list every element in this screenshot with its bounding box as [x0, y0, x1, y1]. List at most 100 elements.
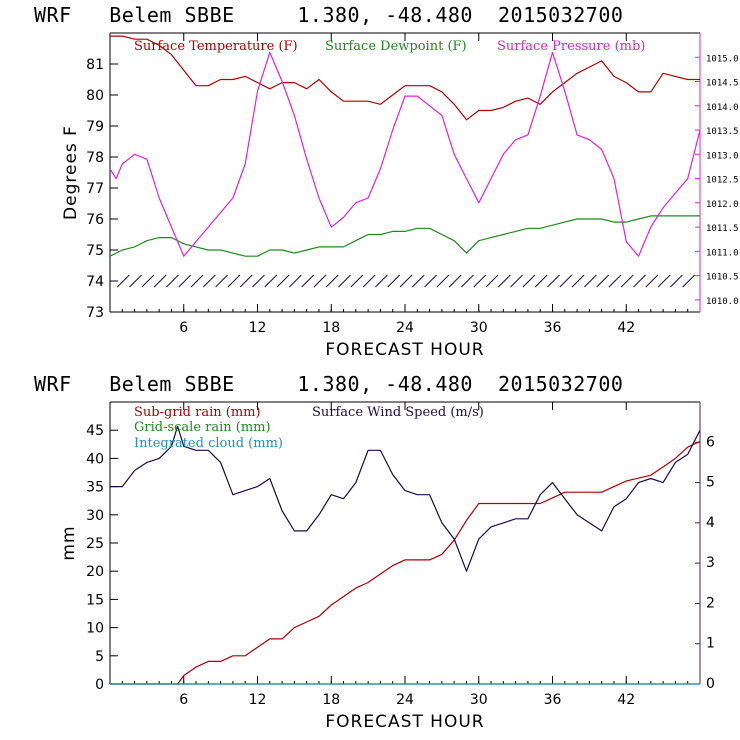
top-x-tick-label: 42 [617, 320, 635, 336]
bottom-x-tick-label: 18 [322, 692, 340, 708]
top-x-tick-label: 36 [544, 320, 562, 336]
top-y2-tick-label: 1010.5 [706, 273, 739, 283]
wind-barb [190, 276, 202, 288]
wind-barb-flag [618, 274, 622, 278]
wind-barb-flag [311, 274, 315, 278]
wind-barb-flag [507, 274, 511, 278]
top-legend-surface-pressure-mb: Surface Pressure (mb) [497, 39, 645, 54]
wind-barb [375, 276, 386, 288]
wind-barb-flag [200, 274, 204, 278]
bottom-legend-grid-scale-rain-mm: Grid-scale rain (mm) [134, 420, 271, 435]
wind-barb-flag [225, 274, 228, 278]
wind-barb [559, 276, 571, 288]
wind-barb [399, 276, 411, 288]
wind-barb-flag [606, 274, 610, 278]
bottom-y2-tick-label: 2 [706, 595, 715, 611]
wind-barb-flag [692, 274, 696, 278]
wind-barb [522, 276, 534, 288]
top-series-surface-dewpoint-f [109, 215, 700, 257]
wind-barb-flag [397, 274, 401, 278]
top-y-tick-label: 78 [86, 150, 104, 166]
wind-barb [313, 276, 325, 288]
wind-barb [670, 276, 681, 288]
wind-barb-flag [434, 274, 437, 278]
top-y2-tick-label: 1015.0 [706, 54, 739, 64]
top-y2-tick-label: 1011.0 [706, 248, 739, 258]
wind-barb [596, 276, 608, 288]
bottom-x-tick-label: 24 [396, 692, 414, 708]
bottom-legend-surface-wind-speed-m-s: Surface Wind Speed (m/s) [312, 405, 484, 420]
top-y-tick-label: 76 [86, 212, 104, 228]
top-series-surface-pressure-mb [109, 51, 701, 257]
wind-barb-flag [446, 274, 450, 278]
bottom-chart-title: WRF Belem SBBE 1.380, -48.480 2015032700 [34, 372, 624, 396]
wind-barb [264, 276, 276, 288]
wind-barb [166, 276, 177, 288]
wind-barb-flag [643, 274, 646, 278]
wind-barb [436, 276, 448, 288]
wind-barb-flag [299, 274, 302, 278]
top-y-axis-title: Degrees F [61, 125, 81, 220]
wind-barb-flag [360, 274, 364, 278]
wind-barb-flag [421, 274, 425, 278]
top-y-tick-label: 74 [86, 274, 104, 290]
top-y2-tick-label: 1014.5 [706, 79, 739, 89]
top-y2-tick-label: 1014.0 [706, 103, 739, 113]
wind-barb-flag [532, 274, 536, 278]
wind-barb [448, 276, 460, 288]
wind-barb-flag [249, 274, 253, 278]
wind-barb-flag [372, 274, 376, 278]
wind-barb [239, 276, 251, 288]
wind-barb [682, 276, 694, 288]
wind-barb-flag [348, 274, 351, 278]
bottom-x-tick-label: 36 [544, 692, 562, 708]
top-y-tick-label: 80 [86, 88, 104, 104]
bottom-series-sub-grid-rain-mm [110, 440, 701, 685]
wind-barb [153, 276, 165, 288]
bottom-y2-tick-label: 3 [706, 555, 715, 571]
wind-barb [116, 276, 128, 288]
wind-barb-flag [581, 274, 585, 278]
bottom-y-tick-label: 15 [86, 592, 104, 608]
bottom-x-tick-label: 12 [249, 692, 267, 708]
bottom-y-tick-label: 35 [86, 480, 104, 496]
wind-barb [497, 276, 509, 288]
wind-barb [227, 276, 239, 288]
bottom-y2-tick-label: 4 [706, 515, 715, 531]
top-x-tick-label: 6 [179, 320, 188, 336]
wind-barb-flag [520, 274, 523, 278]
wind-barb-flag [630, 274, 634, 278]
wind-barb [338, 276, 349, 288]
wind-barb [325, 276, 337, 288]
bottom-y2-tick-label: 6 [706, 434, 715, 450]
top-chart-title: WRF Belem SBBE 1.380, -48.480 2015032700 [34, 3, 624, 27]
top-y2-tick-label: 1011.5 [706, 224, 739, 234]
bottom-y-tick-label: 45 [86, 423, 104, 439]
bottom-legend-integrated-cloud-mm: Integrated cloud (mm) [134, 436, 283, 451]
bottom-series-surface-wind-speed-m-s [110, 425, 701, 572]
wind-barb-flag [323, 274, 327, 278]
top-x-tick-label: 12 [249, 320, 267, 336]
top-y-tick-label: 81 [86, 57, 104, 73]
wind-barb [608, 276, 620, 288]
wind-barb [473, 276, 485, 288]
top-y2-tick-label: 1012.5 [706, 176, 739, 186]
wind-barb [350, 276, 362, 288]
top-x-axis-title: FORECAST HOUR [325, 340, 484, 360]
bottom-y-tick-label: 10 [86, 621, 104, 637]
top-y-tick-label: 77 [86, 181, 104, 197]
wind-barb-flag [237, 274, 241, 278]
wind-barb [387, 276, 399, 288]
wind-barb-flag [139, 274, 142, 278]
wind-barb-flag [655, 274, 659, 278]
wind-barb-flag [594, 274, 597, 278]
wind-barb-flag [471, 274, 474, 278]
bottom-y-tick-label: 5 [95, 649, 104, 665]
wind-barb [633, 276, 644, 288]
top-y2-tick-label: 1010.0 [706, 297, 739, 307]
wind-barb-flag [176, 274, 179, 278]
wind-barb [645, 276, 657, 288]
wind-barb-flag [262, 274, 265, 278]
wind-barb-flag [483, 274, 487, 278]
wind-barb-flag [385, 274, 388, 278]
